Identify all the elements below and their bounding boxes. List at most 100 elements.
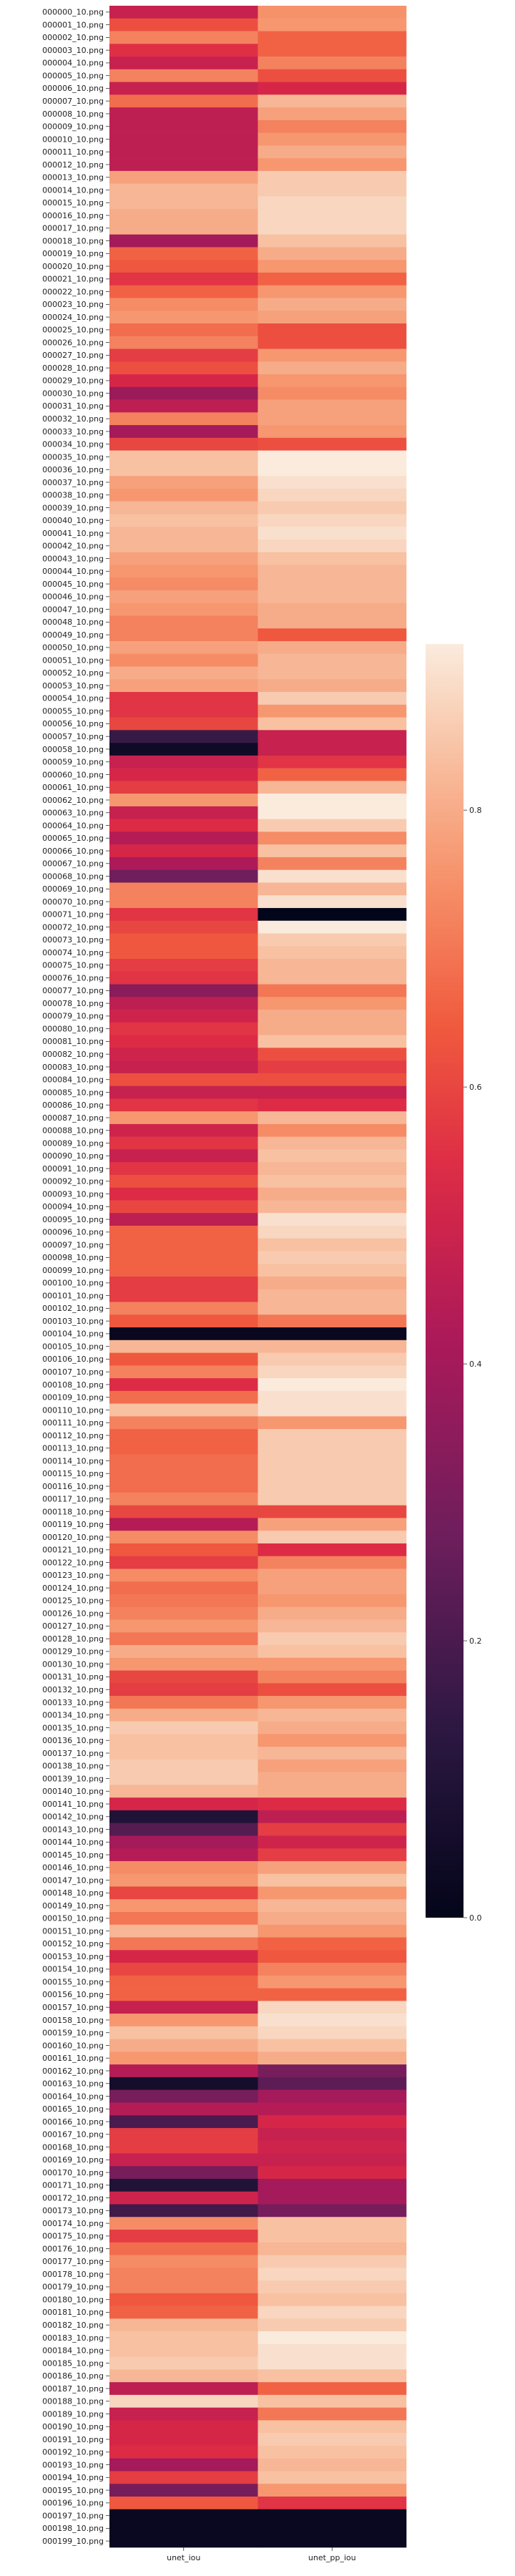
- heatmap-cell: [109, 602, 258, 616]
- heatmap-cell: [258, 2026, 407, 2039]
- heatmap-cell: [109, 1505, 258, 1518]
- heatmap-cell: [109, 2140, 258, 2154]
- heatmap-cell: [109, 1975, 258, 1989]
- heatmap-cell: [109, 1314, 258, 1328]
- heatmap-cell: [109, 1747, 258, 1760]
- heatmap-cell: [109, 2420, 258, 2434]
- row-tick-label: 000080_10.png: [42, 1024, 104, 1033]
- heatmap-cell: [258, 399, 407, 413]
- heatmap-cell: [109, 1187, 258, 1201]
- heatmap-cell: [258, 2306, 407, 2319]
- heatmap-cell: [258, 2115, 407, 2129]
- heatmap-cell: [258, 1302, 407, 1315]
- heatmap-cell: [258, 1060, 407, 1074]
- row-tick-label: 000102_10.png: [42, 1304, 104, 1313]
- heatmap-cell: [109, 1467, 258, 1480]
- row-tick-label: 000151_10.png: [42, 1926, 104, 1936]
- heatmap-cell: [109, 1645, 258, 1659]
- heatmap-cell: [258, 552, 407, 565]
- heatmap-cell: [258, 755, 407, 769]
- heatmap-cell: [258, 145, 407, 159]
- heatmap-cell: [109, 895, 258, 909]
- row-tick-label: 000131_10.png: [42, 1672, 104, 1682]
- row-tick-label: 000171_10.png: [42, 2181, 104, 2190]
- heatmap-cell: [258, 1174, 407, 1188]
- row-tick-label: 000172_10.png: [42, 2193, 104, 2202]
- heatmap-cell: [109, 857, 258, 870]
- heatmap-cell: [258, 2394, 407, 2408]
- heatmap-cell: [258, 869, 407, 883]
- heatmap-cell: [109, 1022, 258, 1035]
- row-tick-label: 000130_10.png: [42, 1659, 104, 1669]
- row-tick-label: 000118_10.png: [42, 1507, 104, 1516]
- heatmap-cell: [258, 2039, 407, 2052]
- heatmap-cell: [109, 2445, 258, 2459]
- heatmap-cell: [109, 1340, 258, 1353]
- heatmap-cell: [109, 412, 258, 426]
- row-tick-label: 000095_10.png: [42, 1215, 104, 1224]
- heatmap-cell: [109, 476, 258, 489]
- heatmap-cell: [109, 2306, 258, 2319]
- row-tick-label: 000082_10.png: [42, 1050, 104, 1059]
- row-tick-label: 000124_10.png: [42, 1584, 104, 1593]
- heatmap-cell: [109, 94, 258, 108]
- heatmap-cell: [258, 2471, 407, 2484]
- heatmap-cell: [258, 1238, 407, 1252]
- heatmap-cell: [258, 1823, 407, 1836]
- row-tick-label: 000039_10.png: [42, 503, 104, 512]
- heatmap-cell: [258, 2522, 407, 2535]
- row-tick-label: 000005_10.png: [42, 71, 104, 80]
- heatmap-cell: [258, 170, 407, 184]
- heatmap-cell: [258, 1085, 407, 1099]
- heatmap-cell: [109, 2039, 258, 2052]
- row-tick-label: 000159_10.png: [42, 2029, 104, 2038]
- heatmap-cell: [109, 882, 258, 896]
- heatmap-cell: [258, 539, 407, 552]
- row-tick-label: 000112_10.png: [42, 1431, 104, 1440]
- heatmap-cell: [109, 1136, 258, 1150]
- heatmap-cell: [258, 1264, 407, 1277]
- heatmap-cell: [109, 1823, 258, 1836]
- row-tick-label: 000091_10.png: [42, 1164, 104, 1174]
- row-tick-label: 000105_10.png: [42, 1342, 104, 1351]
- heatmap-cell: [109, 44, 258, 57]
- heatmap-cell: [258, 1708, 407, 1722]
- heatmap-cell: [258, 1835, 407, 1849]
- heatmap-cell: [258, 1670, 407, 1684]
- heatmap-cell: [258, 717, 407, 731]
- heatmap-cell: [258, 1873, 407, 1887]
- heatmap-cell: [258, 1467, 407, 1480]
- row-tick-label: 000184_10.png: [42, 2346, 104, 2356]
- heatmap-cell: [109, 1518, 258, 1531]
- heatmap-cell: [258, 794, 407, 807]
- row-tick-label: 000041_10.png: [42, 529, 104, 538]
- heatmap-cell: [258, 1606, 407, 1620]
- heatmap-cell: [109, 1848, 258, 1862]
- row-tick-label: 000076_10.png: [42, 973, 104, 982]
- heatmap-cell: [258, 311, 407, 324]
- heatmap-cell: [258, 158, 407, 172]
- row-tick-label: 000055_10.png: [42, 706, 104, 716]
- heatmap-cell: [258, 1594, 407, 1608]
- heatmap-cell: [109, 2318, 258, 2332]
- heatmap-cell: [258, 1518, 407, 1531]
- row-tick-label: 000139_10.png: [42, 1774, 104, 1783]
- row-tick-label: 000032_10.png: [42, 414, 104, 424]
- row-tick-label: 000153_10.png: [42, 1952, 104, 1961]
- row-tick-label: 000000_10.png: [42, 8, 104, 17]
- row-tick-label: 000025_10.png: [42, 326, 104, 335]
- row-tick-label: 000155_10.png: [42, 1977, 104, 1986]
- row-tick-label: 000192_10.png: [42, 2448, 104, 2457]
- heatmap-cell: [109, 386, 258, 400]
- row-tick-label: 000085_10.png: [42, 1088, 104, 1097]
- heatmap-cell: [109, 615, 258, 629]
- row-tick-label: 000086_10.png: [42, 1101, 104, 1110]
- row-tick-label: 000051_10.png: [42, 655, 104, 665]
- heatmap-cell: [109, 170, 258, 184]
- heatmap-cell: [109, 1123, 258, 1137]
- heatmap-cell: [109, 1708, 258, 1722]
- heatmap-cell: [109, 831, 258, 845]
- heatmap-cell: [109, 1683, 258, 1697]
- heatmap-cell: [109, 844, 258, 858]
- row-tick-label: 000111_10.png: [42, 1418, 104, 1428]
